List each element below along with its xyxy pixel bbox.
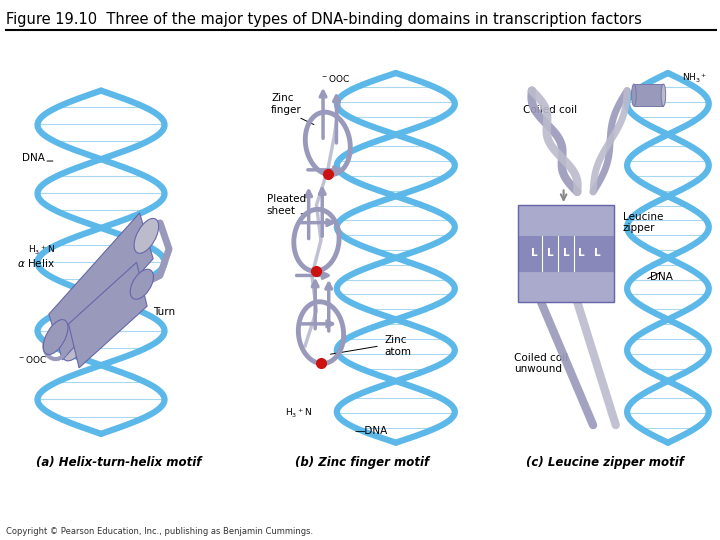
Text: L: L <box>578 248 585 259</box>
Text: (c) Leucine zipper motif: (c) Leucine zipper motif <box>526 456 683 469</box>
Polygon shape <box>49 213 153 360</box>
Ellipse shape <box>631 84 636 106</box>
Text: H$_3$$^+$N: H$_3$$^+$N <box>284 407 312 420</box>
Text: L: L <box>531 248 537 259</box>
Ellipse shape <box>43 320 68 355</box>
Text: Figure 19.10  Three of the major types of DNA-binding domains in transcription f: Figure 19.10 Three of the major types of… <box>6 12 642 27</box>
Polygon shape <box>68 262 147 368</box>
Ellipse shape <box>130 269 153 299</box>
Text: Copyright © Pearson Education, Inc., publishing as Benjamin Cummings.: Copyright © Pearson Education, Inc., pub… <box>6 526 313 536</box>
Text: (a) Helix-turn-helix motif: (a) Helix-turn-helix motif <box>37 456 202 469</box>
Text: Turn: Turn <box>153 307 175 317</box>
FancyBboxPatch shape <box>518 271 613 302</box>
Text: DNA: DNA <box>22 153 45 163</box>
Ellipse shape <box>62 331 86 361</box>
Ellipse shape <box>134 218 158 253</box>
Text: Leucine
zipper: Leucine zipper <box>623 212 663 233</box>
Text: $^-$OOC: $^-$OOC <box>17 354 47 366</box>
Text: Coiled coil: Coiled coil <box>523 105 577 114</box>
Polygon shape <box>634 84 663 106</box>
Text: $^-$OOC: $^-$OOC <box>320 73 350 84</box>
Text: L: L <box>562 248 570 259</box>
FancyBboxPatch shape <box>518 205 613 236</box>
Text: Zinc
atom: Zinc atom <box>384 335 411 357</box>
FancyBboxPatch shape <box>518 236 613 271</box>
Ellipse shape <box>661 84 666 106</box>
Text: H$_3$$^+$N: H$_3$$^+$N <box>29 244 55 257</box>
Text: L: L <box>594 248 601 259</box>
Text: —DNA: —DNA <box>355 426 388 436</box>
Text: L: L <box>546 248 554 259</box>
Text: Coiled coil
unwound: Coiled coil unwound <box>514 353 568 374</box>
Text: (b) Zinc finger motif: (b) Zinc finger motif <box>294 456 429 469</box>
Text: DNA: DNA <box>649 272 672 282</box>
Text: NH$_3$$^+$: NH$_3$$^+$ <box>682 72 707 85</box>
Text: $\alpha$ Helix: $\alpha$ Helix <box>17 256 55 269</box>
Text: Pleated
sheet: Pleated sheet <box>266 194 306 216</box>
Text: Zinc
finger: Zinc finger <box>271 93 302 114</box>
